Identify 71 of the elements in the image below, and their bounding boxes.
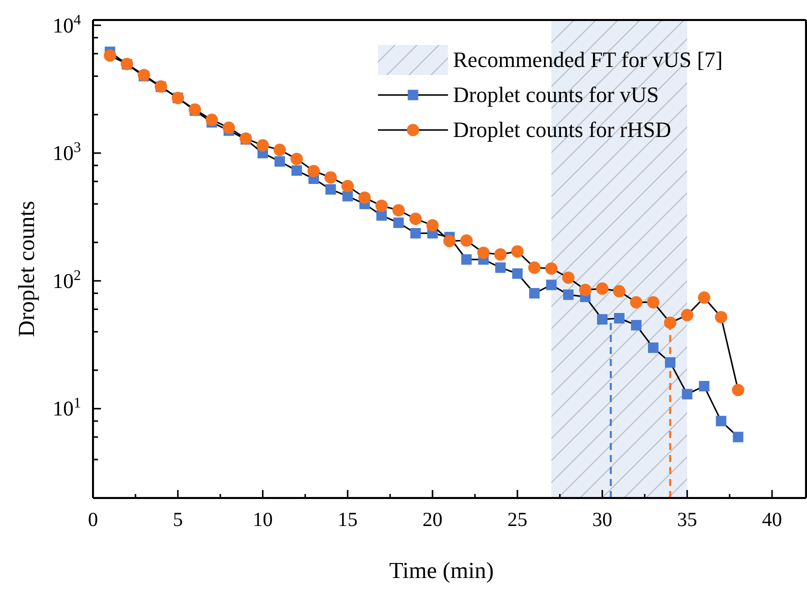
point [495, 262, 506, 273]
point [630, 296, 642, 308]
point [460, 234, 473, 247]
point [511, 245, 524, 258]
point [528, 261, 541, 274]
point [579, 284, 592, 296]
point [529, 288, 540, 299]
x-tick-label: 10 [252, 509, 273, 531]
x-tick-label: 35 [677, 509, 698, 531]
point [274, 144, 286, 156]
point [664, 316, 676, 329]
y-tick-label: 10$^{2}$ [52, 268, 81, 293]
point [563, 289, 574, 300]
point [682, 388, 692, 400]
point [104, 49, 116, 62]
y-tick-label: 10$^{4}$ [52, 12, 82, 38]
point [393, 218, 404, 228]
point [410, 228, 421, 238]
point [477, 246, 490, 259]
point [426, 219, 439, 232]
point [324, 171, 337, 184]
point [494, 248, 507, 261]
point [714, 311, 728, 324]
x-tick-label: 30 [592, 509, 612, 531]
point [546, 280, 557, 290]
point [222, 122, 235, 134]
point [512, 268, 523, 279]
y-tick-label: 10$^{1}$ [52, 396, 81, 421]
x-tick-label: 15 [338, 509, 358, 531]
band-label: Recommended FT for vUS [7] [453, 47, 723, 72]
point [392, 204, 405, 216]
point [443, 234, 456, 248]
y-axis-title: Droplet counts [14, 200, 39, 338]
x-tick-label: 20 [422, 509, 443, 531]
x-tick-label: 5 [172, 509, 183, 531]
point [545, 262, 558, 275]
point [308, 164, 320, 178]
x-tick-label: 40 [762, 509, 782, 531]
legend-label: Droplet counts for vUS [453, 82, 659, 107]
point [698, 380, 710, 392]
point [375, 200, 388, 212]
x-axis-title: Time (min) [389, 558, 494, 583]
point [630, 320, 642, 330]
point [613, 285, 626, 298]
point [274, 156, 285, 167]
point [291, 165, 302, 176]
point [256, 139, 269, 152]
point [680, 308, 694, 322]
y-tick-label: 10$^{3}$ [52, 140, 81, 166]
point [358, 191, 371, 204]
point [206, 114, 218, 126]
point [290, 152, 303, 166]
point [664, 357, 676, 368]
point [614, 313, 625, 324]
x-tick-label: 0 [88, 509, 98, 531]
point [716, 416, 726, 426]
point [461, 254, 472, 265]
point [562, 271, 575, 284]
point [342, 190, 353, 202]
point [698, 291, 710, 304]
point [732, 432, 744, 442]
x-tick-label: 25 [507, 509, 528, 531]
point [341, 180, 354, 192]
point [732, 384, 744, 396]
point [647, 296, 660, 308]
point [325, 184, 336, 195]
point [597, 314, 608, 325]
point [409, 212, 422, 225]
point [596, 282, 608, 295]
legend-label: Droplet counts for rHSD [453, 117, 672, 142]
point [648, 342, 658, 353]
